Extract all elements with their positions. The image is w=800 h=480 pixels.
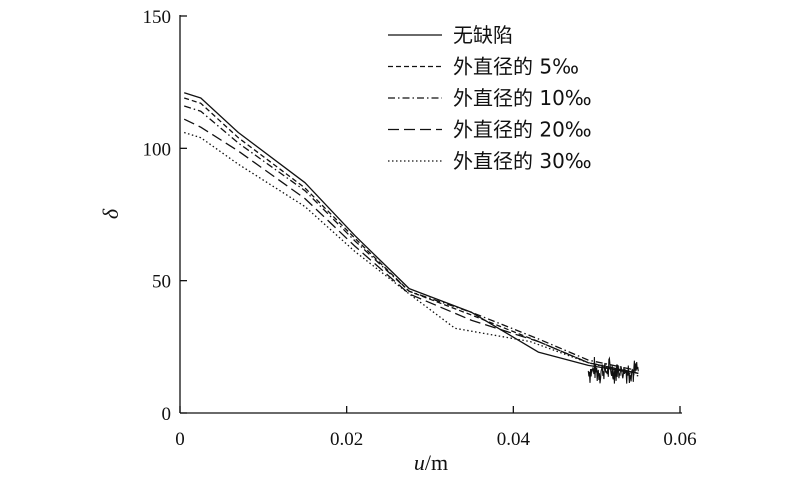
series-group — [183, 92, 639, 377]
series-line-1 — [184, 92, 639, 374]
y-tick-label: 150 — [143, 7, 172, 28]
legend-label-5: 外直径的 30‰ — [453, 149, 592, 173]
legend-label-4: 外直径的 20‰ — [453, 118, 592, 142]
series-line-3 — [184, 105, 639, 372]
y-axis-label: δ — [98, 208, 123, 219]
series-line-5 — [184, 131, 639, 377]
y-tick-label: 100 — [143, 139, 172, 160]
noise-band — [587, 356, 639, 384]
ticks: 0 0.02 0.04 0.06 0 50 100 150 — [143, 7, 697, 450]
x-axis-label-unit: /m — [425, 450, 448, 475]
x-tick-label: 0 — [175, 429, 185, 450]
y-tick-label: 50 — [152, 272, 171, 293]
x-axis-label-var: u — [414, 450, 425, 475]
legend-label-1: 无缺陷 — [453, 23, 513, 47]
y-tick-label: 0 — [162, 404, 172, 425]
noise-trace — [587, 356, 639, 384]
legend-label-3: 外直径的 10‰ — [453, 86, 592, 110]
x-tick-label: 0.06 — [663, 429, 696, 450]
x-axis-label: u/m — [414, 450, 448, 475]
series-line-4 — [183, 118, 639, 374]
axes — [179, 15, 682, 414]
legend-label-2: 外直径的 5‰ — [453, 55, 579, 79]
x-tick-label: 0.02 — [330, 429, 363, 450]
x-tick-label: 0.04 — [497, 429, 531, 450]
